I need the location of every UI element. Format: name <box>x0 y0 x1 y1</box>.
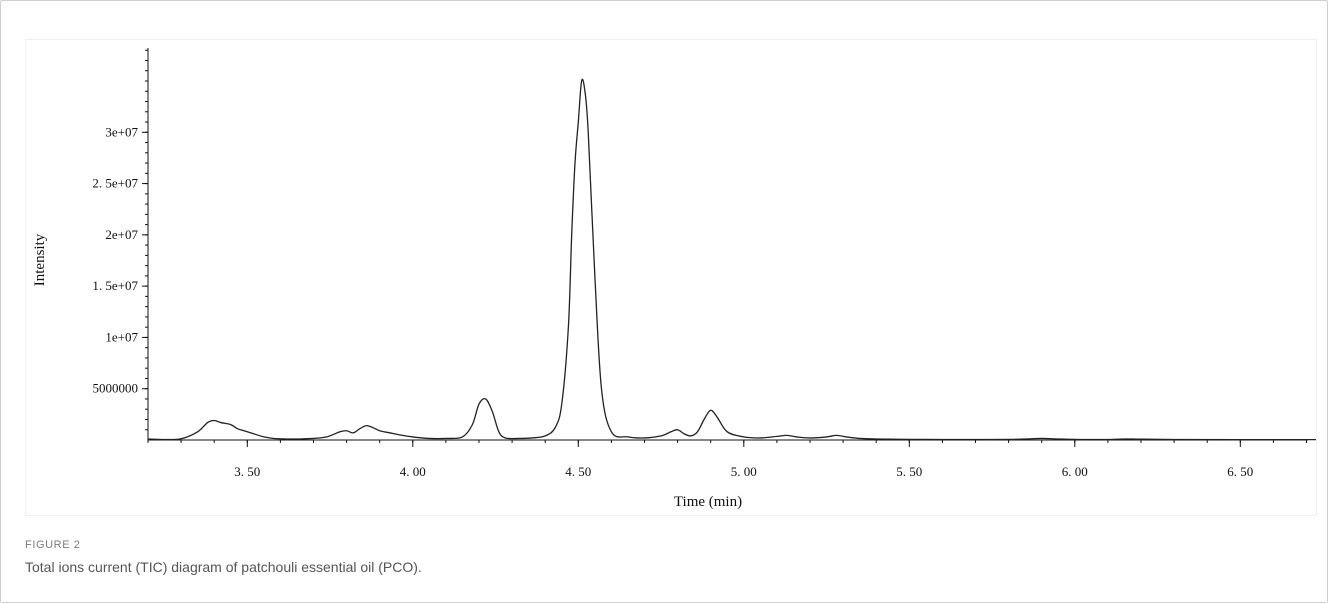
figure-label: FIGURE 2 <box>25 539 81 551</box>
chart-area: 3. 504. 004. 505. 005. 506. 006. 507. 00… <box>25 39 1328 516</box>
x-tick-label: 6. 50 <box>1227 464 1253 479</box>
y-tick-group: 5000000 1e+07 1. 5e+07 2e+07 2. 5e+07 3e+07 <box>92 124 148 396</box>
x-tick-label: 5. 50 <box>896 464 922 479</box>
tic-series-line <box>147 78 1328 441</box>
x-tick-label: 3. 50 <box>234 464 260 479</box>
x-axis-label: Time (min) <box>674 494 742 510</box>
y-minor-ticks <box>145 49 148 431</box>
y-tick-label: 1. 5e+07 <box>92 278 138 293</box>
x-tick-label: 5. 00 <box>731 464 757 479</box>
y-tick-label: 3e+07 <box>105 124 138 139</box>
figure-caption: Total ions current (TIC) diagram of patc… <box>25 559 422 575</box>
y-tick-label: 1e+07 <box>105 329 138 344</box>
x-tick-label: 6. 00 <box>1062 464 1088 479</box>
y-axis-label: Intensity <box>32 233 48 286</box>
tic-chart: 3. 504. 004. 505. 005. 506. 006. 507. 00… <box>32 48 1328 510</box>
x-tick-label: 4. 50 <box>565 464 591 479</box>
x-tick-label: 4. 00 <box>400 464 426 479</box>
y-tick-label: 5000000 <box>93 381 139 396</box>
y-tick-label: 2. 5e+07 <box>92 176 138 191</box>
y-tick-label: 2e+07 <box>105 227 138 242</box>
x-tick-group: 3. 504. 004. 505. 005. 506. 006. 507. 00… <box>234 440 1253 479</box>
